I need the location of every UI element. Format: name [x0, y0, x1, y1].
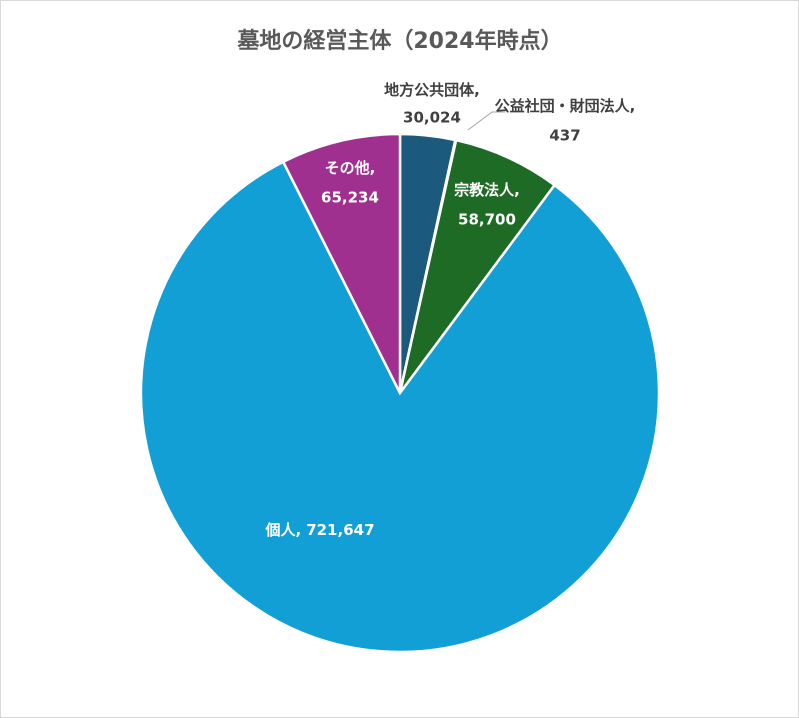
label-category: 個人 — [264, 521, 296, 539]
data-label: その他, — [325, 159, 376, 177]
label-separator: , — [295, 521, 301, 539]
leader-line — [467, 111, 505, 131]
label-category: 宗教法人 — [454, 181, 515, 199]
label-separator: , — [474, 81, 480, 99]
label-value: 58,700 — [458, 211, 516, 229]
label-value: 65,234 — [321, 189, 379, 207]
pie-slice — [281, 132, 402, 394]
label-value: 721,647 — [306, 521, 374, 539]
data-label: 地方公共団体, — [384, 81, 480, 99]
chart-title: 墓地の経営主体（2024年時点） — [236, 28, 562, 54]
data-label: 公益社団・財団法人, — [495, 97, 636, 115]
label-category: 地方公共団体 — [384, 81, 475, 99]
label-separator: , — [514, 181, 520, 199]
data-label: 宗教法人, — [454, 181, 520, 199]
label-value: 30,024 — [403, 109, 461, 127]
label-category: その他 — [325, 159, 370, 177]
data-label: 個人, 721,647 — [264, 521, 374, 539]
label-separator: , — [630, 97, 636, 115]
label-separator: , — [370, 159, 376, 177]
pie-slice — [139, 160, 661, 654]
label-value: 437 — [549, 127, 580, 145]
label-category: 公益社団・財団法人 — [495, 97, 631, 115]
pie-slice — [398, 138, 557, 394]
